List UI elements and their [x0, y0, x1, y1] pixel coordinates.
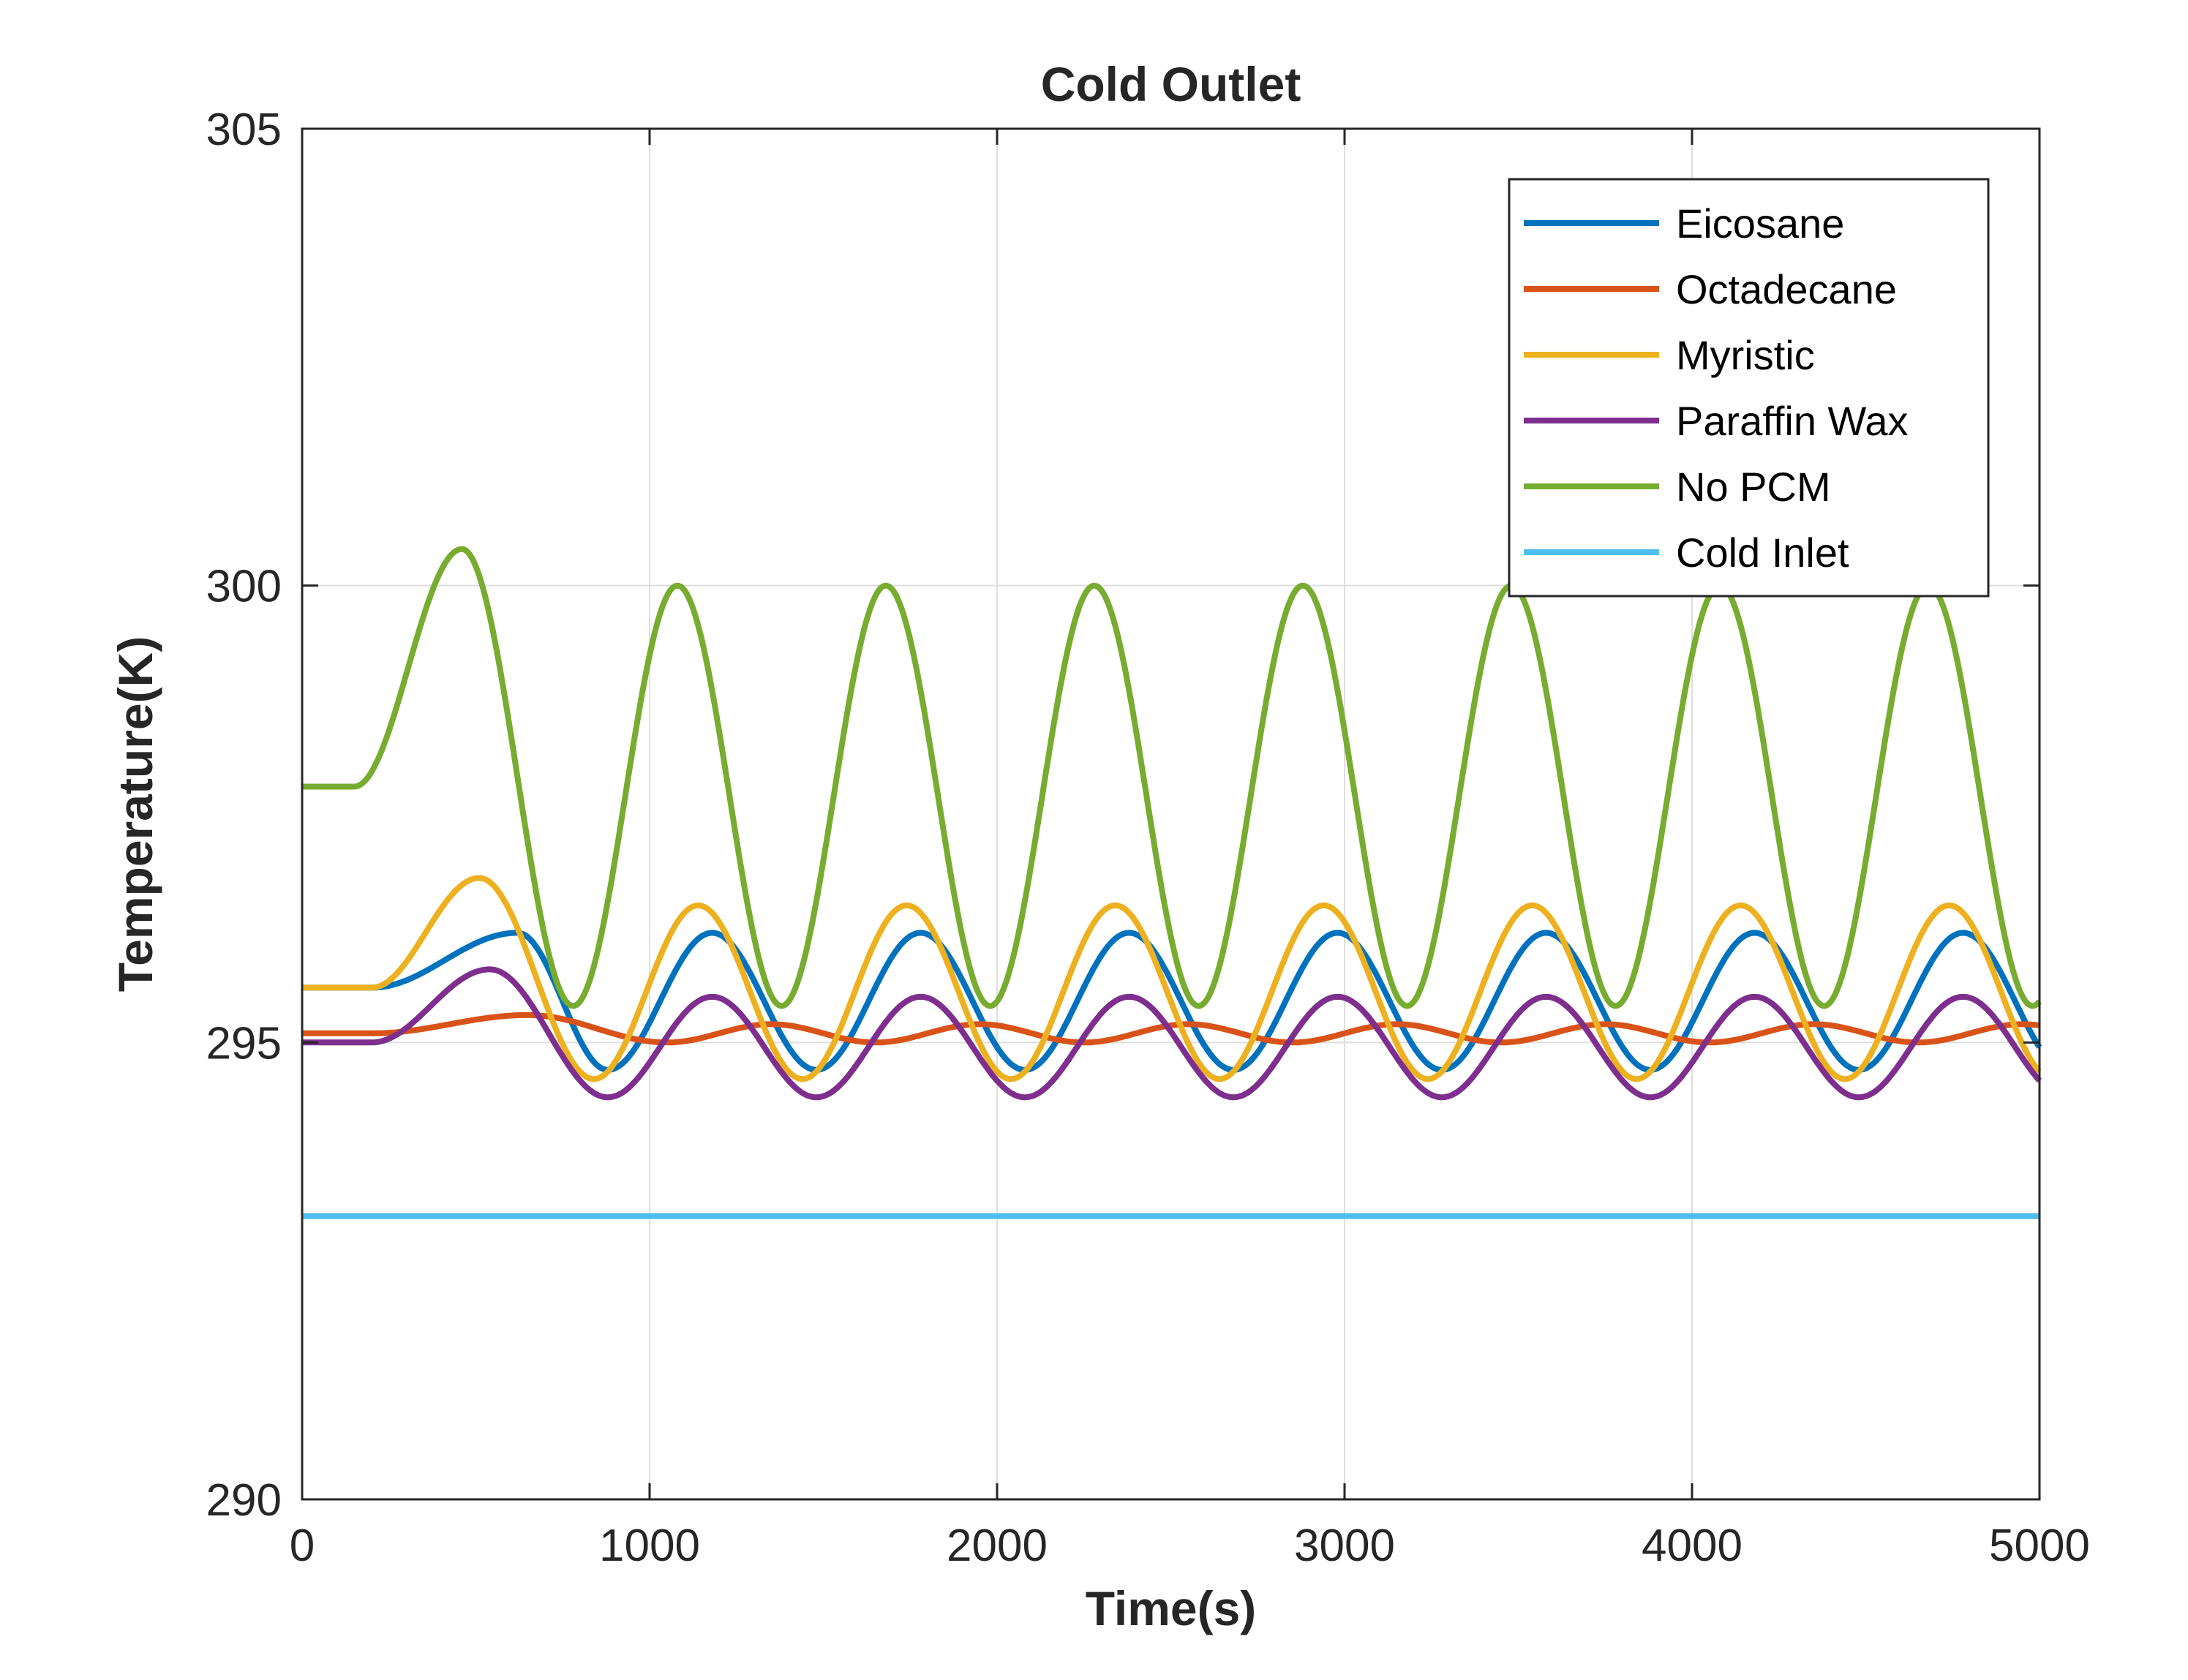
x-tick-label: 3000 [1294, 1521, 1395, 1571]
legend-box [1508, 178, 1990, 598]
series-layer [301, 546, 2042, 1219]
series-line-myristic [301, 875, 2042, 1082]
x-tick-label: 0 [290, 1521, 315, 1571]
legend-label-no-pcm: No PCM [1676, 464, 1831, 510]
y-axis-label: Temperature(K) [108, 636, 162, 992]
chart-title: Cold Outlet [1041, 57, 1301, 111]
legend: Eicosane Octadecane Myristic Paraffin Wax No… [1508, 178, 1990, 598]
y-tick-label: 300 [206, 562, 282, 612]
y-tick-label: 295 [206, 1018, 282, 1069]
x-tick-label: 2000 [947, 1521, 1048, 1571]
y-tick-label: 290 [206, 1475, 282, 1526]
ticks: 0 1000 2000 3000 4000 5000 290 295 300 305 [206, 105, 2090, 1571]
series-line-octadecane [301, 1012, 2041, 1046]
plot-area-frame [301, 127, 2041, 1501]
x-tick-label: 1000 [599, 1521, 700, 1571]
series-line-eicosane [301, 930, 2042, 1073]
legend-label-cold-inlet: Cold Inlet [1676, 530, 1849, 576]
legend-label-myristic: Myristic [1676, 332, 1815, 378]
x-tick-label: 4000 [1642, 1521, 1742, 1571]
legend-label-octadecane: Octadecane [1676, 266, 1897, 312]
x-tick-label: 5000 [1989, 1521, 2090, 1571]
legend-label-eicosane: Eicosane [1676, 200, 1844, 246]
y-tick-label: 305 [206, 105, 282, 155]
x-axis-label: Time(s) [1086, 1581, 1257, 1635]
series-line-no-pcm [301, 546, 2042, 1009]
series-line-paraffin-wax [301, 966, 2042, 1101]
legend-label-paraffin-wax: Paraffin Wax [1676, 398, 1908, 444]
